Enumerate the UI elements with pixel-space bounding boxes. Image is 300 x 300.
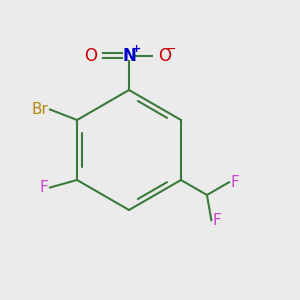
- Text: F: F: [230, 175, 239, 190]
- Text: +: +: [132, 44, 141, 55]
- Text: −: −: [166, 43, 176, 56]
- Text: F: F: [40, 180, 49, 195]
- Text: F: F: [213, 213, 222, 228]
- Text: Br: Br: [32, 102, 49, 117]
- Text: N: N: [122, 46, 136, 64]
- Text: O: O: [85, 46, 98, 64]
- Text: O: O: [158, 46, 171, 64]
